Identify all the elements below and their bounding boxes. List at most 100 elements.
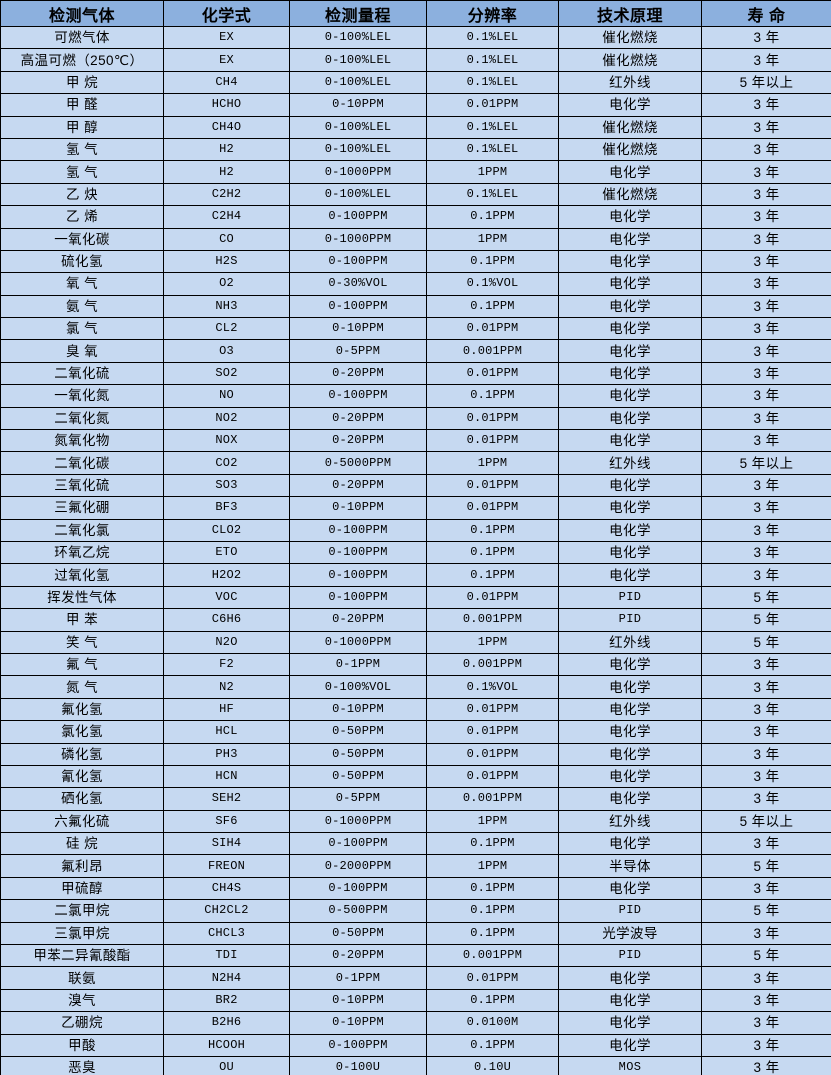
table-row: 氰化氢 HCN 0-50PPM 0.01PPM 电化学 3 年 <box>0 764 831 789</box>
cell-lifespan: 3 年 <box>701 540 831 565</box>
cell-gas-name: 高温可燃（250℃） <box>0 48 164 72</box>
cell-technology: 电化学 <box>558 742 702 766</box>
table-row: 溴气 BR2 0-10PPM 0.1PPM 电化学 3 年 <box>0 988 831 1013</box>
cell-technology: 电化学 <box>558 563 702 587</box>
table-row: 氯 气 CL2 0-10PPM 0.01PPM 电化学 3 年 <box>0 317 831 341</box>
cell-gas-name: 氢 气 <box>0 160 164 184</box>
cell-resolution: 0.0100M <box>426 1011 559 1035</box>
cell-lifespan: 5 年 <box>701 608 831 632</box>
table-row: 乙 炔 C2H2 0-100%LEL 0.1%LEL 催化燃烧 3 年 <box>0 182 831 207</box>
cell-gas-name: 氰化氢 <box>0 764 164 789</box>
header-row: 检测气体 化学式 检测量程 分辨率 技术原理 寿 命 <box>0 0 831 27</box>
cell-lifespan: 3 年 <box>701 832 831 856</box>
cell-chemical-formula: CH4O <box>163 115 290 139</box>
cell-chemical-formula: C2H2 <box>163 182 290 207</box>
cell-resolution: 0.1PPM <box>426 518 559 542</box>
table-row: 环氧乙烷 ETO 0-100PPM 0.1PPM 电化学 3 年 <box>0 540 831 565</box>
cell-detection-range: 0-100PPM <box>289 563 427 587</box>
cell-detection-range: 0-10PPM <box>289 697 427 722</box>
cell-gas-name: 磷化氢 <box>0 742 164 766</box>
cell-lifespan: 3 年 <box>701 317 831 341</box>
cell-resolution: 0.01PPM <box>426 93 559 117</box>
cell-resolution: 0.01PPM <box>426 496 559 520</box>
cell-chemical-formula: CHCL3 <box>163 921 290 946</box>
table-row: 挥发性气体 VOC 0-100PPM 0.01PPM PID 5 年 <box>0 585 831 610</box>
cell-gas-name: 甲苯二异氰酸酯 <box>0 944 164 968</box>
cell-technology: 电化学 <box>558 249 702 274</box>
cell-chemical-formula: CO2 <box>163 451 290 475</box>
table-row: 氨 气 NH3 0-100PPM 0.1PPM 电化学 3 年 <box>0 294 831 319</box>
table-row: 笑 气 N2O 0-1000PPM 1PPM 红外线 5 年 <box>0 630 831 654</box>
cell-resolution: 0.01PPM <box>426 317 559 341</box>
cell-technology: 电化学 <box>558 720 702 744</box>
cell-lifespan: 3 年 <box>701 787 831 811</box>
cell-lifespan: 3 年 <box>701 697 831 722</box>
cell-chemical-formula: F2 <box>163 652 290 677</box>
table-row: 氯化氢 HCL 0-50PPM 0.01PPM 电化学 3 年 <box>0 720 831 744</box>
cell-lifespan: 3 年 <box>701 496 831 520</box>
cell-gas-name: 氮氧化物 <box>0 429 164 453</box>
table-row: 氟利昂 FREON 0-2000PPM 1PPM 半导体 5 年 <box>0 854 831 878</box>
cell-resolution: 0.1PPM <box>426 832 559 856</box>
table-row: 甲 烷 CH4 0-100%LEL 0.1%LEL 红外线 5 年以上 <box>0 70 831 95</box>
cell-technology: MOS <box>558 1055 702 1075</box>
cell-gas-name: 过氧化氢 <box>0 563 164 587</box>
cell-lifespan: 5 年 <box>701 944 831 968</box>
cell-detection-range: 0-20PPM <box>289 944 427 968</box>
cell-lifespan: 3 年 <box>701 764 831 789</box>
table-row: 硅 烷 SIH4 0-100PPM 0.1PPM 电化学 3 年 <box>0 832 831 856</box>
cell-gas-name: 臭 氧 <box>0 339 164 363</box>
cell-technology: 电化学 <box>558 227 702 251</box>
cell-lifespan: 3 年 <box>701 1011 831 1035</box>
cell-chemical-formula: O3 <box>163 339 290 363</box>
cell-technology: 光学波导 <box>558 921 702 946</box>
cell-technology: 电化学 <box>558 93 702 117</box>
cell-chemical-formula: CO <box>163 227 290 251</box>
table-row: 甲硫醇 CH4S 0-100PPM 0.1PPM 电化学 3 年 <box>0 876 831 901</box>
cell-resolution: 0.1%VOL <box>426 675 559 699</box>
cell-detection-range: 0-100PPM <box>289 294 427 319</box>
cell-resolution: 0.01PPM <box>426 742 559 766</box>
cell-chemical-formula: H2 <box>163 160 290 184</box>
cell-gas-name: 二氧化氯 <box>0 518 164 542</box>
cell-gas-name: 氟 气 <box>0 652 164 677</box>
cell-gas-name: 三氟化硼 <box>0 496 164 520</box>
cell-detection-range: 0-100PPM <box>289 1033 427 1057</box>
cell-technology: 电化学 <box>558 361 702 386</box>
cell-resolution: 1PPM <box>426 854 559 878</box>
cell-detection-range: 0-20PPM <box>289 473 427 498</box>
cell-technology: 电化学 <box>558 697 702 722</box>
cell-resolution: 1PPM <box>426 451 559 475</box>
table-row: 恶臭 OU 0-100U 0.10U MOS 3 年 <box>0 1055 831 1075</box>
cell-gas-name: 乙硼烷 <box>0 1011 164 1035</box>
cell-chemical-formula: NO <box>163 384 290 408</box>
cell-lifespan: 3 年 <box>701 48 831 72</box>
cell-detection-range: 0-20PPM <box>289 608 427 632</box>
cell-technology: 催化燃烧 <box>558 137 702 162</box>
cell-technology: 电化学 <box>558 1033 702 1057</box>
cell-gas-name: 硒化氢 <box>0 787 164 811</box>
table-row: 三氧化硫 SO3 0-20PPM 0.01PPM 电化学 3 年 <box>0 473 831 498</box>
cell-resolution: 0.01PPM <box>426 697 559 722</box>
cell-gas-name: 甲酸 <box>0 1033 164 1057</box>
cell-chemical-formula: FREON <box>163 854 290 878</box>
cell-detection-range: 0-2000PPM <box>289 854 427 878</box>
cell-resolution: 0.1PPM <box>426 249 559 274</box>
cell-chemical-formula: CL2 <box>163 317 290 341</box>
cell-chemical-formula: EX <box>163 48 290 72</box>
cell-gas-name: 一氧化氮 <box>0 384 164 408</box>
cell-gas-name: 氟利昂 <box>0 854 164 878</box>
cell-gas-name: 氮 气 <box>0 675 164 699</box>
cell-technology: PID <box>558 944 702 968</box>
cell-lifespan: 3 年 <box>701 675 831 699</box>
cell-lifespan: 5 年 <box>701 630 831 654</box>
table-row: 一氧化氮 NO 0-100PPM 0.1PPM 电化学 3 年 <box>0 384 831 408</box>
cell-lifespan: 3 年 <box>701 272 831 296</box>
cell-chemical-formula: H2 <box>163 137 290 162</box>
cell-detection-range: 0-10PPM <box>289 1011 427 1035</box>
table-row: 过氧化氢 H2O2 0-100PPM 0.1PPM 电化学 3 年 <box>0 563 831 587</box>
cell-gas-name: 氯化氢 <box>0 720 164 744</box>
cell-detection-range: 0-30%VOL <box>289 272 427 296</box>
cell-chemical-formula: NH3 <box>163 294 290 319</box>
